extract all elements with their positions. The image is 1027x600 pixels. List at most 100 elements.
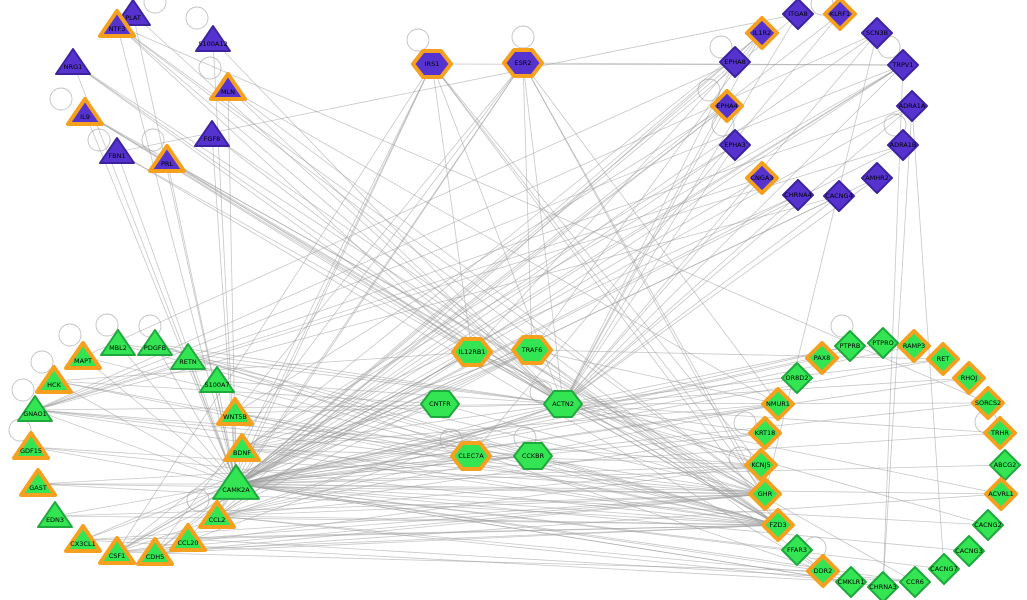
node-ACVRL1[interactable]: ACVRL1 [984,477,1018,511]
node-FGF8[interactable]: FGF8 [194,120,230,147]
node-shape[interactable] [989,449,1021,481]
node-MBL2[interactable]: MBL2 [100,329,136,356]
node-shape[interactable] [719,129,751,161]
node-PAX8[interactable]: PAX8 [805,341,839,375]
node-RHOJ[interactable]: RHOJ [952,361,986,395]
node-shape[interactable] [887,129,919,161]
node-CNGA3[interactable]: CNGA3 [745,161,779,195]
node-shape[interactable] [420,390,460,418]
node-EPHA3[interactable]: EPHA3 [719,129,751,161]
node-SCN3B[interactable]: SCN3B [861,17,893,49]
node-GAST[interactable]: GAST [19,468,57,497]
node-IL12RB1[interactable]: IL12RB1 [451,337,493,367]
node-shape[interactable] [805,341,839,375]
node-TRAF6[interactable]: TRAF6 [511,335,553,365]
node-shape[interactable] [861,17,893,49]
node-shape[interactable] [223,433,261,462]
node-shape[interactable] [745,16,779,50]
node-shape[interactable] [99,137,135,164]
node-CHRNA4[interactable]: CHRNA4 [782,179,814,211]
node-shape[interactable] [209,72,247,101]
node-CCR6[interactable]: CCR6 [899,566,931,598]
node-shape[interactable] [972,509,1004,541]
node-ITGA8[interactable]: ITGA8 [782,0,814,30]
node-shape[interactable] [450,441,492,471]
node-shape[interactable] [64,524,102,553]
node-shape[interactable] [748,416,782,450]
node-CACNG7[interactable]: CACNG7 [928,553,960,585]
node-shape[interactable] [953,535,985,567]
node-shape[interactable] [835,566,867,598]
node-PTPRO[interactable]: PTPRO [867,327,899,359]
node-NRG1[interactable]: NRG1 [55,48,91,75]
node-CX3CL1[interactable]: CX3CL1 [64,524,102,553]
node-shape[interactable] [37,501,73,528]
node-shape[interactable] [169,523,207,552]
node-shape[interactable] [12,431,50,460]
node-shape[interactable] [98,536,136,565]
node-PRL[interactable]: PRL [148,144,186,173]
node-shape[interactable] [887,49,919,81]
node-ADRA1B[interactable]: ADRA1B [887,129,919,161]
node-shape[interactable] [66,97,104,126]
node-shape[interactable] [411,49,453,79]
node-shape[interactable] [136,537,174,566]
node-CACNG3[interactable]: CACNG3 [953,535,985,567]
node-DDR2[interactable]: DDR2 [806,554,840,588]
node-shape[interactable] [100,329,136,356]
node-shape[interactable] [984,477,1018,511]
node-shape[interactable] [781,362,813,394]
node-shape[interactable] [98,9,136,38]
node-shape[interactable] [216,397,254,426]
node-shape[interactable] [867,571,899,600]
node-IL9[interactable]: IL9 [66,97,104,126]
node-shape[interactable] [148,144,186,173]
node-CACNG2[interactable]: CACNG2 [972,509,1004,541]
node-CLEC7A[interactable]: CLEC7A [450,441,492,471]
node-shape[interactable] [952,361,986,395]
node-shape[interactable] [834,330,866,362]
node-GDF15[interactable]: GDF15 [12,431,50,460]
node-shape[interactable] [971,386,1005,420]
node-shape[interactable] [198,500,236,529]
node-shape[interactable] [513,442,553,470]
node-shape[interactable] [710,89,744,123]
node-GNAO1[interactable]: GNAO1 [17,395,53,422]
node-HCK[interactable]: HCK [35,365,73,394]
node-shape[interactable] [502,48,544,78]
node-shape[interactable] [782,0,814,30]
node-shape[interactable] [748,477,782,511]
node-shape[interactable] [194,120,230,147]
node-MLN[interactable]: MLN [209,72,247,101]
node-PDGFB[interactable]: PDGFB [137,329,173,356]
node-shape[interactable] [719,46,751,78]
node-shape[interactable] [451,337,493,367]
node-shape[interactable] [861,162,893,194]
node-shape[interactable] [899,566,931,598]
node-shape[interactable] [867,327,899,359]
node-shape[interactable] [170,343,206,370]
node-shape[interactable] [212,464,260,500]
node-shape[interactable] [761,508,795,542]
node-SORCS2[interactable]: SORCS2 [971,386,1005,420]
node-shape[interactable] [35,365,73,394]
node-shape[interactable] [926,342,960,376]
node-shape[interactable] [137,329,173,356]
node-shape[interactable] [896,90,928,122]
node-shape[interactable] [781,534,813,566]
node-RET[interactable]: RET [926,342,960,376]
node-IRS1[interactable]: IRS1 [411,49,453,79]
node-shape[interactable] [928,553,960,585]
node-KLRF1[interactable]: KLRF1 [823,0,857,31]
node-shape[interactable] [511,335,553,365]
node-ABCG2[interactable]: ABCG2 [989,449,1021,481]
node-shape[interactable] [897,329,931,363]
node-shape[interactable] [782,179,814,211]
node-MAPT[interactable]: MAPT [64,341,102,370]
node-RETN[interactable]: RETN [170,343,206,370]
node-shape[interactable] [19,468,57,497]
node-GHR[interactable]: GHR [748,477,782,511]
node-shape[interactable] [761,387,795,421]
node-shape[interactable] [55,48,91,75]
node-NMUR1[interactable]: NMUR1 [761,387,795,421]
